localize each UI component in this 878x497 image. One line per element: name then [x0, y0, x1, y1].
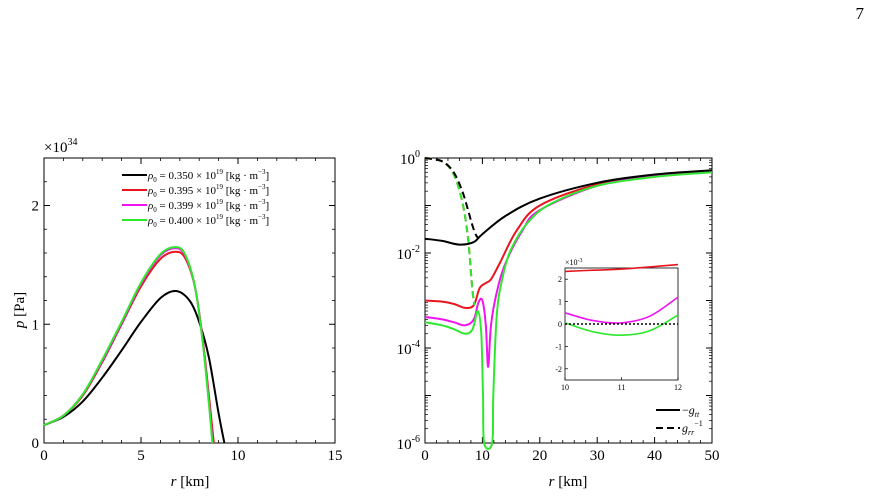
- right-x-tick-label: 10: [475, 448, 490, 464]
- right-legend: −gtt grr−1: [656, 403, 703, 437]
- right-x-tick-label: 50: [705, 448, 720, 464]
- inset-series-line-0: [564, 263, 679, 273]
- legend-entry-0400: ρ0 = 0.400 × 1019 [kg · m−3]: [122, 213, 269, 229]
- right-x-tick-label: 20: [532, 448, 547, 464]
- left-series-line-0: [43, 289, 226, 444]
- inset-y-tick-label: 0: [558, 320, 562, 329]
- inset-y-tick-label: -2: [555, 365, 562, 374]
- right-x-axis-label: r [km]: [549, 474, 588, 490]
- left-series-line-3: [43, 246, 214, 444]
- left-x-tick-label: 0: [40, 448, 48, 464]
- inset-series-line-2: [564, 314, 679, 337]
- legend-label-grr: grr−1: [682, 419, 703, 437]
- legend-label-0350: ρ0 = 0.350 × 1019 [kg · m−3]: [147, 168, 269, 184]
- left-legend: ρ0 = 0.350 × 1019 [kg · m−3] ρ0 = 0.395 …: [122, 168, 269, 229]
- legend-label-gtt: −gtt: [682, 403, 700, 419]
- inset-x-tick-label: 11: [618, 383, 626, 392]
- legend-label-0399: ρ0 = 0.399 × 1019 [kg · m−3]: [147, 198, 269, 214]
- left-y-tick-label: 1: [32, 317, 40, 333]
- left-x-tick-label: 5: [137, 448, 145, 464]
- legend-label-0395: ρ0 = 0.395 × 1019 [kg · m−3]: [147, 183, 269, 199]
- right-series-line-6: [424, 157, 476, 306]
- right-series-line-0: [424, 169, 713, 246]
- right-series-line-5: [424, 171, 713, 450]
- left-y-axis-label: p [Pa]: [12, 292, 28, 329]
- left-x-tick-label: 15: [328, 448, 343, 464]
- inset-y-tick-label: 1: [558, 298, 562, 307]
- page-number: 7: [855, 4, 865, 23]
- left-y-tick-label: 0: [32, 436, 40, 452]
- inset-y-multiplier: ×10-3: [565, 258, 583, 267]
- right-series-line-2: [424, 170, 713, 310]
- inset-y-tick-label: 2: [558, 275, 562, 284]
- legend-entry-0395: ρ0 = 0.395 × 1019 [kg · m−3]: [122, 183, 269, 199]
- right-y-tick-label: 10-6: [397, 434, 420, 453]
- left-panel: 0 5 10 15 0 1 2 ×1034 p [Pa] r [km] ρ0 = 0.350…: [12, 137, 343, 490]
- legend-entry-0350: ρ0 = 0.350 × 1019 [kg · m−3]: [122, 168, 269, 184]
- legend-label-0400: ρ0 = 0.400 × 1019 [kg · m−3]: [147, 213, 269, 229]
- right-y-tick-label: 100: [400, 149, 420, 168]
- right-y-tick-label: 10-2: [397, 244, 420, 263]
- left-x-tick-label: 10: [231, 448, 246, 464]
- left-y-tick-label: 2: [32, 199, 40, 215]
- inset-x-tick-label: 12: [674, 383, 682, 392]
- right-x-tick-label: 40: [647, 448, 662, 464]
- left-y-multiplier: ×1034: [44, 137, 77, 156]
- legend-entry-0399: ρ0 = 0.399 × 1019 [kg · m−3]: [122, 198, 269, 214]
- right-x-tick-label: 0: [421, 448, 429, 464]
- inset-x-tick-label: 10: [561, 383, 569, 392]
- right-y-tick-label: 10-4: [397, 339, 420, 358]
- right-x-tick-label: 30: [590, 448, 605, 464]
- inset-series-line-1: [564, 296, 679, 324]
- inset-y-tick-label: -1: [555, 342, 562, 351]
- left-x-axis-label: r [km]: [171, 474, 210, 490]
- right-series-line-1: [424, 157, 480, 240]
- left-series-line-1: [43, 250, 215, 444]
